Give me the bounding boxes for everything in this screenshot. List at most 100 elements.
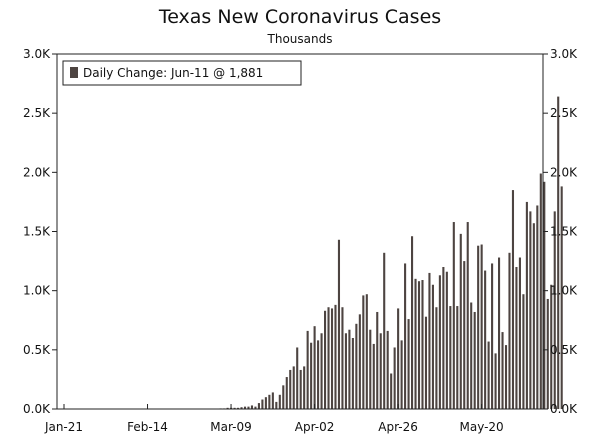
bar — [397, 308, 400, 409]
bar — [543, 181, 546, 409]
bar — [386, 330, 389, 409]
y-tick-label: 0.5K — [550, 343, 578, 357]
bar — [404, 263, 407, 409]
y-tick-label: 0.5K — [23, 343, 51, 357]
bar — [411, 236, 414, 409]
bar — [393, 347, 396, 409]
bar — [257, 403, 260, 409]
bar — [275, 401, 278, 409]
bar — [532, 223, 535, 409]
bar — [477, 245, 480, 409]
bar — [442, 267, 445, 409]
y-tick-label: 1.0K — [550, 284, 578, 298]
bar — [407, 319, 410, 409]
bar — [466, 222, 469, 409]
bar — [243, 406, 247, 409]
bar — [369, 329, 372, 409]
bar — [226, 407, 229, 409]
chart-subtitle: Thousands — [267, 32, 333, 46]
bars-group — [219, 96, 563, 410]
y-tick-label: 2.5K — [23, 106, 51, 120]
y-tick-label: 1.0K — [23, 284, 51, 298]
bar — [480, 244, 483, 409]
bar — [414, 278, 417, 409]
x-tick-label: Mar-09 — [210, 420, 251, 434]
bar — [278, 394, 281, 409]
bar — [456, 306, 459, 409]
bar — [494, 353, 497, 409]
bar — [341, 307, 344, 409]
legend-label: Daily Change: Jun-11 @ 1,881 — [83, 66, 263, 80]
x-tick-label: Apr-26 — [378, 420, 418, 434]
x-tick-label: May-20 — [459, 420, 503, 434]
bar — [522, 294, 525, 409]
bar — [511, 190, 515, 409]
bar — [320, 333, 323, 409]
bar — [317, 340, 320, 409]
x-tick-label: Apr-02 — [295, 420, 335, 434]
bar — [233, 407, 236, 409]
bar — [529, 211, 532, 409]
bar — [271, 392, 274, 409]
y-tick-label: 3.0K — [550, 47, 578, 61]
bar — [330, 308, 334, 409]
legend-swatch — [70, 67, 78, 78]
bar — [400, 340, 403, 409]
bar — [491, 263, 494, 409]
bar — [376, 311, 379, 409]
bar — [313, 326, 316, 409]
bar — [421, 280, 424, 409]
bar — [539, 173, 542, 409]
bar — [452, 222, 455, 409]
bar — [553, 211, 556, 409]
bar — [306, 330, 309, 409]
bar — [261, 399, 264, 409]
bar — [365, 294, 368, 409]
bar — [438, 275, 441, 409]
bar — [504, 345, 508, 409]
bar — [292, 366, 295, 409]
y-tick-label: 2.5K — [550, 106, 578, 120]
bar — [501, 332, 504, 409]
bar — [431, 284, 434, 409]
x-tick-label: Jan-21 — [44, 420, 83, 434]
plot-frame — [56, 53, 544, 410]
bar — [254, 406, 257, 409]
bar — [473, 311, 476, 409]
y-tick-label: 1.5K — [23, 225, 51, 239]
bar — [515, 267, 518, 409]
bar — [525, 201, 528, 409]
bar — [324, 310, 327, 409]
bar — [240, 407, 243, 410]
bar — [282, 385, 285, 409]
bar — [390, 373, 393, 409]
y-axis-left: 0.0K 0.5K 1.0K 1.5K 2.0K 2.5K 3.0K — [23, 47, 57, 416]
bar — [487, 341, 490, 409]
bar — [268, 394, 271, 409]
bar — [348, 329, 351, 409]
bar — [358, 314, 361, 409]
bar — [536, 205, 539, 409]
bar — [344, 333, 347, 409]
legend-box — [62, 60, 302, 86]
bar — [355, 323, 358, 409]
bar — [310, 342, 313, 409]
bar — [508, 252, 511, 409]
bar — [560, 186, 563, 409]
bar — [435, 307, 438, 409]
bar — [449, 306, 452, 409]
bar — [557, 96, 560, 409]
bar — [237, 407, 240, 409]
bar — [498, 257, 501, 409]
y-tick-label: 1.5K — [550, 225, 578, 239]
bar — [445, 271, 448, 409]
bar — [299, 369, 302, 409]
bar — [546, 298, 549, 409]
x-tick-label: Feb-14 — [127, 420, 168, 434]
bar — [327, 307, 330, 409]
bar — [285, 377, 288, 409]
bar — [362, 295, 365, 409]
bar — [463, 261, 466, 409]
bar — [383, 252, 386, 409]
